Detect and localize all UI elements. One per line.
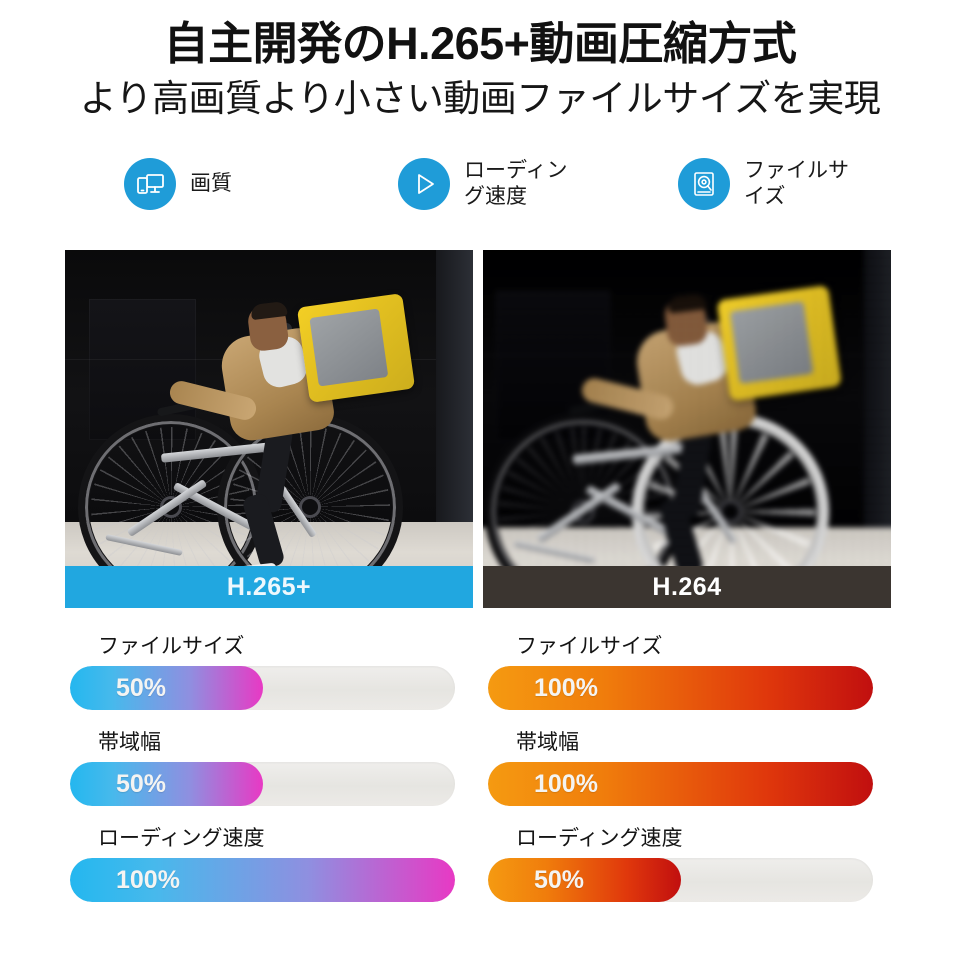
metric-row: 帯域幅 100%: [488, 732, 878, 806]
progress-track: 50%: [488, 858, 873, 902]
hard-drive-icon: [678, 158, 730, 210]
cyclist-figure: [483, 250, 891, 608]
background-pillar: [436, 250, 473, 523]
metric-row: 帯域幅 50%: [70, 732, 460, 806]
progress-value: 50%: [116, 769, 167, 798]
progress-fill: 50%: [488, 858, 681, 902]
photo-scene-sharp: [65, 250, 473, 608]
progress-track: 50%: [70, 762, 455, 806]
feature-label-file-size: ファイルサイズ: [744, 159, 849, 208]
feature-item-file-size: ファイルサイズ: [678, 158, 854, 210]
play-icon: [398, 158, 450, 210]
metric-label: 帯域幅: [516, 731, 579, 754]
progress-value: 50%: [116, 673, 167, 702]
background-pillar: [864, 250, 891, 528]
page-subtitle: より高画質より小さい動画ファイルサイズを実現: [79, 77, 881, 119]
progress-fill: 100%: [488, 666, 873, 710]
caption-h264: H.264: [483, 566, 891, 608]
delivery-backpack: [716, 284, 842, 402]
photo-card-h264: H.264: [483, 250, 891, 608]
metric-label: ローディング速度: [98, 827, 265, 850]
feature-row: 画質 ローディング速度 ファイルサイズ: [0, 152, 960, 232]
page-title: 自主開発のH.265+動画圧縮方式: [163, 18, 797, 69]
cyclist-figure: [65, 250, 473, 608]
feature-item-loading-speed: ローディング速度: [398, 158, 574, 210]
metric-label: ファイルサイズ: [516, 635, 663, 658]
progress-value: 100%: [534, 769, 598, 798]
progress-value: 50%: [534, 865, 585, 894]
metric-row: ローディング速度 100%: [70, 828, 460, 902]
metric-row: ローディング速度 50%: [488, 828, 878, 902]
metric-label: 帯域幅: [98, 731, 161, 754]
progress-fill: 100%: [70, 858, 455, 902]
progress-fill: 100%: [488, 762, 873, 806]
feature-label-loading-speed: ローディング速度: [464, 159, 568, 208]
feature-label-quality: 画質: [190, 172, 232, 196]
headline-block: 自主開発のH.265+動画圧縮方式 より高画質より小さい動画ファイルサイズを実現: [0, 18, 960, 122]
metric-row: ファイルサイズ 50%: [70, 636, 460, 710]
progress-track: 100%: [488, 762, 873, 806]
photo-card-h265: H.265+: [65, 250, 473, 608]
progress-track: 50%: [70, 666, 455, 710]
caption-h265: H.265+: [65, 566, 473, 608]
progress-fill: 50%: [70, 762, 263, 806]
progress-track: 100%: [488, 666, 873, 710]
metric-label: ファイルサイズ: [98, 635, 245, 658]
progress-fill: 50%: [70, 666, 263, 710]
feature-item-quality: 画質: [124, 158, 232, 210]
photo-comparison: H.265+: [0, 250, 960, 608]
progress-track: 100%: [70, 858, 455, 902]
progress-value: 100%: [534, 673, 598, 702]
metric-row: ファイルサイズ 100%: [488, 636, 878, 710]
delivery-backpack: [296, 293, 416, 403]
photo-scene-blurry: [483, 250, 891, 608]
metric-column-h265: ファイルサイズ 50% 帯域幅 50% ローディング速度 100%: [70, 636, 460, 924]
devices-icon: [124, 158, 176, 210]
progress-value: 100%: [116, 865, 180, 894]
metric-column-h264: ファイルサイズ 100% 帯域幅 100% ローディング速度 50%: [488, 636, 878, 924]
metric-label: ローディング速度: [516, 827, 683, 850]
